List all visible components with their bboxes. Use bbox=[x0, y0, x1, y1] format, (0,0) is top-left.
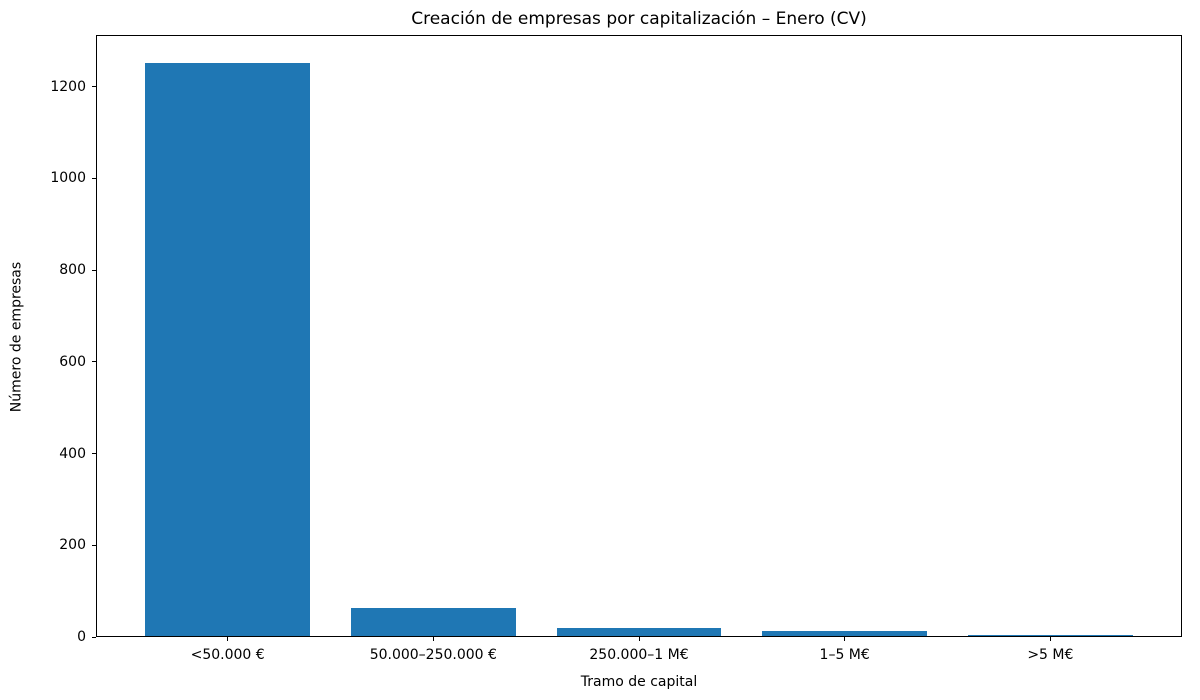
y-tick-label: 0 bbox=[77, 629, 86, 645]
bar bbox=[968, 635, 1133, 636]
bar bbox=[145, 62, 310, 636]
x-tick-label: 50.000–250.000 € bbox=[369, 647, 497, 663]
y-axis-label: Número de empresas bbox=[8, 261, 25, 413]
plot-area bbox=[96, 35, 1182, 637]
y-tick-mark bbox=[92, 453, 96, 455]
y-tick-label: 600 bbox=[59, 353, 86, 370]
y-tick-label: 400 bbox=[59, 445, 86, 462]
x-tick-mark bbox=[1049, 637, 1051, 641]
x-tick-mark bbox=[432, 637, 434, 641]
x-tick-label: <50.000 € bbox=[190, 647, 265, 663]
y-tick-label: 1000 bbox=[50, 170, 86, 187]
x-tick-label: >5 M€ bbox=[1027, 647, 1074, 663]
x-tick-mark bbox=[844, 637, 846, 641]
bar bbox=[351, 608, 516, 636]
y-tick-label: 800 bbox=[59, 262, 86, 279]
y-tick-mark bbox=[92, 269, 96, 271]
y-tick-mark bbox=[92, 177, 96, 179]
y-tick-mark bbox=[92, 544, 96, 546]
y-tick-mark bbox=[92, 361, 96, 363]
x-tick-label: 1–5 M€ bbox=[819, 647, 870, 663]
y-tick-label: 1200 bbox=[50, 78, 86, 95]
x-tick-label: 250.000–1 M€ bbox=[589, 647, 689, 663]
x-axis-label: Tramo de capital bbox=[580, 674, 698, 690]
y-tick-mark bbox=[92, 86, 96, 88]
x-tick-mark bbox=[638, 637, 640, 641]
bar bbox=[556, 627, 722, 636]
chart-title: Creación de empresas por capitalización … bbox=[411, 9, 867, 29]
y-tick-label: 200 bbox=[59, 537, 86, 554]
y-tick-mark bbox=[92, 636, 96, 638]
bar bbox=[762, 630, 927, 636]
x-tick-mark bbox=[227, 637, 229, 641]
